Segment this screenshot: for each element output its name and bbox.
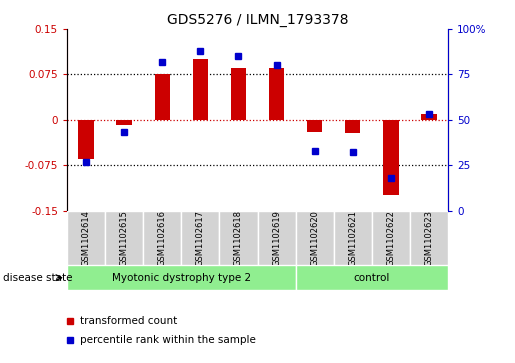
Bar	[345, 120, 360, 133]
Bar	[116, 120, 132, 125]
Text: GSM1102615: GSM1102615	[119, 210, 129, 266]
Bar	[307, 120, 322, 132]
Bar	[372, 211, 410, 265]
Bar	[193, 59, 208, 120]
Bar	[181, 211, 219, 265]
Bar	[296, 211, 334, 265]
Bar	[269, 68, 284, 120]
Text: GSM1102618: GSM1102618	[234, 210, 243, 266]
Text: GSM1102616: GSM1102616	[158, 210, 167, 266]
Bar	[78, 120, 94, 159]
Text: GSM1102619: GSM1102619	[272, 210, 281, 266]
Text: GSM1102614: GSM1102614	[81, 210, 91, 266]
Bar	[231, 68, 246, 120]
Text: Myotonic dystrophy type 2: Myotonic dystrophy type 2	[112, 273, 251, 283]
Title: GDS5276 / ILMN_1793378: GDS5276 / ILMN_1793378	[167, 13, 348, 26]
Bar	[154, 74, 170, 120]
Bar	[105, 211, 143, 265]
Bar	[67, 211, 105, 265]
Bar	[296, 265, 448, 290]
Bar	[258, 211, 296, 265]
Text: transformed count: transformed count	[80, 316, 177, 326]
Text: GSM1102617: GSM1102617	[196, 210, 205, 266]
Bar	[410, 211, 448, 265]
Bar	[67, 265, 296, 290]
Bar	[219, 211, 258, 265]
Text: GSM1102622: GSM1102622	[386, 210, 396, 266]
Bar	[334, 211, 372, 265]
Bar	[421, 114, 437, 120]
Text: GSM1102623: GSM1102623	[424, 210, 434, 266]
Text: disease state: disease state	[3, 273, 72, 283]
Text: GSM1102620: GSM1102620	[310, 210, 319, 266]
Bar	[383, 120, 399, 195]
Text: GSM1102621: GSM1102621	[348, 210, 357, 266]
Text: percentile rank within the sample: percentile rank within the sample	[80, 335, 256, 346]
Text: control: control	[354, 273, 390, 283]
Bar	[143, 211, 181, 265]
